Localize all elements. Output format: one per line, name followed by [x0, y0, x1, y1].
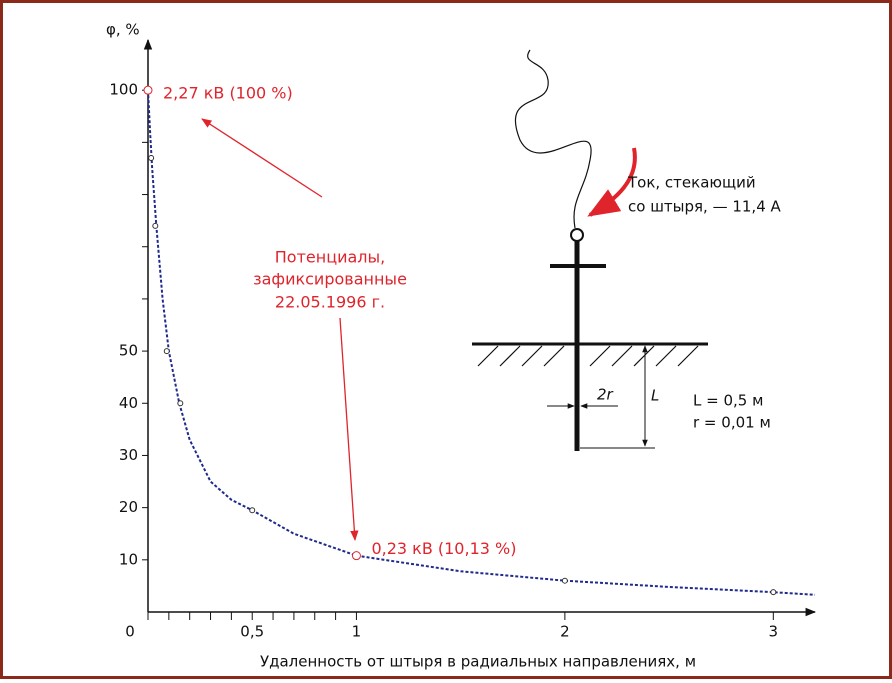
- marker: [148, 155, 155, 162]
- marker: [177, 400, 184, 407]
- dim-label: 2r: [597, 386, 614, 404]
- x-tick-label: 0,5: [240, 623, 264, 641]
- note-arrow: [339, 317, 359, 542]
- marker: [770, 589, 777, 596]
- marker: [351, 551, 361, 561]
- y-tick-label: 50: [119, 342, 138, 360]
- rod-top: [570, 228, 584, 242]
- hatch: [477, 345, 699, 367]
- y-axis-label: φ, %: [106, 21, 140, 39]
- curve: [147, 90, 816, 596]
- x-tick-label: 2: [560, 623, 570, 641]
- x-tick-label: 3: [769, 623, 779, 641]
- wire: [514, 49, 592, 229]
- x-axis-label: Удаленность от штыря в радиальных направ…: [260, 653, 696, 671]
- marker: [249, 507, 256, 514]
- marker: [561, 577, 568, 584]
- current-arrow: [587, 147, 637, 217]
- dim-label: L: [651, 387, 659, 405]
- rod-diagram: [472, 49, 708, 451]
- current-label: со штыря, — 11,4 А: [628, 198, 782, 216]
- annotation: 2,27 кВ (100 %): [163, 84, 293, 103]
- x-tick-label: 1: [352, 623, 362, 641]
- note-arrow: [201, 118, 323, 198]
- y-tick-label: 100: [109, 81, 138, 99]
- marker: [152, 222, 159, 229]
- x-tick-label: 0: [125, 623, 135, 641]
- annotation: 0,23 кВ (10,13 %): [371, 539, 516, 558]
- marker: [143, 85, 153, 95]
- param: r = 0,01 м: [693, 414, 771, 432]
- param: L = 0,5 м: [693, 392, 763, 410]
- y-tick-label: 10: [119, 550, 138, 568]
- y-tick-label: 30: [119, 446, 138, 464]
- y-tick-label: 20: [119, 498, 138, 516]
- note: 22.05.1996 г.: [275, 293, 385, 312]
- note: Потенциалы,: [275, 248, 385, 267]
- note: зафиксированные: [253, 270, 407, 289]
- marker: [163, 348, 170, 355]
- current-label: Ток, стекающий: [627, 174, 756, 192]
- y-tick-label: 40: [119, 394, 138, 412]
